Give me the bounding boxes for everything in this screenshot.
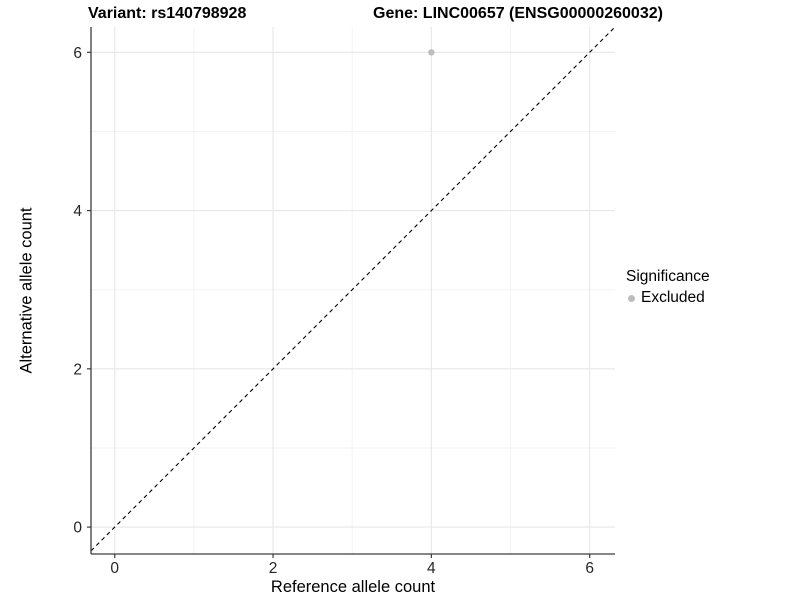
y-tick-label: 0: [73, 520, 82, 537]
y-tick-label: 2: [73, 361, 82, 378]
x-tick-label: 6: [585, 560, 594, 577]
identity-line: [90, 26, 616, 552]
y-axis-title: Alternative allele count: [17, 207, 36, 374]
legend-entry: Excluded: [628, 289, 710, 307]
x-tick-label: 4: [427, 560, 436, 577]
panel-background: [91, 27, 615, 554]
y-tick-label: 4: [73, 203, 82, 220]
legend-point-icon: [628, 294, 635, 302]
legend: Significance Excluded: [626, 268, 710, 307]
legend-title: Significance: [626, 268, 710, 285]
x-tick-label: 0: [110, 560, 119, 577]
y-axis-title-box: Alternative allele count: [12, 27, 42, 554]
x-tick-label: 2: [269, 560, 278, 577]
gene-title: Gene: LINC00657 (ENSG00000260032): [373, 5, 663, 22]
y-tick-label: 6: [73, 45, 82, 62]
variant-title: Variant: rs140798928: [88, 5, 247, 22]
legend-entry-label: Excluded: [641, 289, 705, 306]
x-axis-title: Reference allele count: [270, 578, 436, 596]
data-point: [428, 49, 435, 56]
